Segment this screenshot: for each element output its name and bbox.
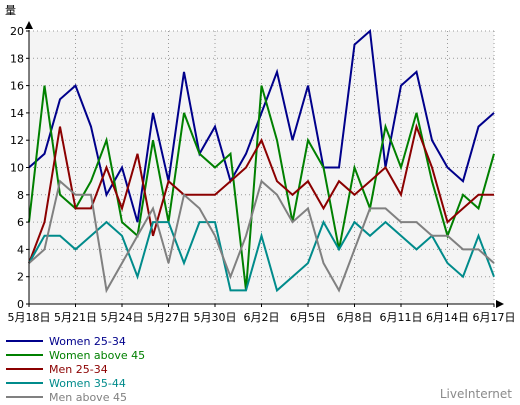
series-line-1 — [28, 85, 495, 291]
x-tick-label-2: 5月24日 — [101, 311, 144, 324]
legend: Women 25-34 Women above 45 Men 25-34 Women … — [6, 334, 145, 404]
legend-label-4: Men above 45 — [49, 390, 127, 404]
y-tick-label-1: 2 — [17, 271, 24, 284]
series-line-4 — [28, 179, 495, 294]
legend-item-1: Women above 45 — [6, 348, 145, 362]
watermark-text: LiveInternet — [439, 387, 512, 401]
legend-item-3: Women 35-44 — [6, 376, 145, 390]
legend-swatch-3 — [6, 382, 43, 384]
x-tick-label-1: 5月21日 — [54, 311, 97, 324]
x-tick-label-9: 6月14日 — [426, 311, 469, 324]
x-tick-label-8: 6月11日 — [380, 311, 423, 324]
tick-labels: 0 2 4 6 8 10 12 14 16 18 20 5月18日 5月21日 5月24日 5月27日 5月3… — [8, 25, 516, 324]
legend-label-2: Men 25-34 — [49, 362, 108, 376]
x-tick-label-0: 5月18日 — [8, 311, 51, 324]
series-line-3 — [28, 219, 495, 293]
legend-label-3: Women 35-44 — [49, 376, 126, 390]
y-tick-label-6: 12 — [10, 134, 24, 147]
x-axis-arrow — [496, 300, 504, 308]
legend-swatch-1 — [6, 354, 43, 356]
x-tick-label-4: 5月30日 — [194, 311, 237, 324]
legend-label-0: Women 25-34 — [49, 334, 126, 348]
y-axis-arrow — [25, 21, 33, 29]
line-chart: 0 2 4 6 8 10 12 14 16 18 20 5月18日 5月21日 5月24日 5月27日 5月3… — [5, 4, 516, 324]
y-tick-label-2: 4 — [17, 243, 24, 256]
legend-swatch-0 — [6, 340, 43, 342]
y-tick-label-5: 10 — [10, 162, 24, 175]
y-tick-label-9: 18 — [10, 52, 24, 65]
legend-item-4: Men above 45 — [6, 390, 145, 404]
y-tick-label-0: 0 — [17, 298, 24, 311]
legend-item-2: Men 25-34 — [6, 362, 145, 376]
x-tick-label-10: 6月17日 — [473, 311, 516, 324]
x-tick-label-3: 5月27日 — [147, 311, 190, 324]
series-line-0 — [28, 28, 495, 223]
legend-label-1: Women above 45 — [49, 348, 146, 362]
series-line-2 — [28, 123, 494, 264]
y-axis-label: 量 — [5, 4, 16, 17]
y-tick-label-7: 14 — [10, 107, 24, 120]
y-tick-label-10: 20 — [10, 25, 24, 38]
x-tick-label-7: 6月8日 — [337, 311, 373, 324]
x-tick-label-6: 6月5日 — [290, 311, 326, 324]
x-tick-label-5: 6月2日 — [244, 311, 280, 324]
y-tick-label-4: 8 — [17, 189, 24, 202]
series-lines — [28, 28, 495, 294]
y-tick-label-3: 6 — [17, 216, 24, 229]
legend-swatch-4 — [6, 396, 43, 398]
y-tick-label-8: 16 — [10, 80, 24, 93]
legend-swatch-2 — [6, 368, 43, 370]
legend-item-0: Women 25-34 — [6, 334, 145, 348]
